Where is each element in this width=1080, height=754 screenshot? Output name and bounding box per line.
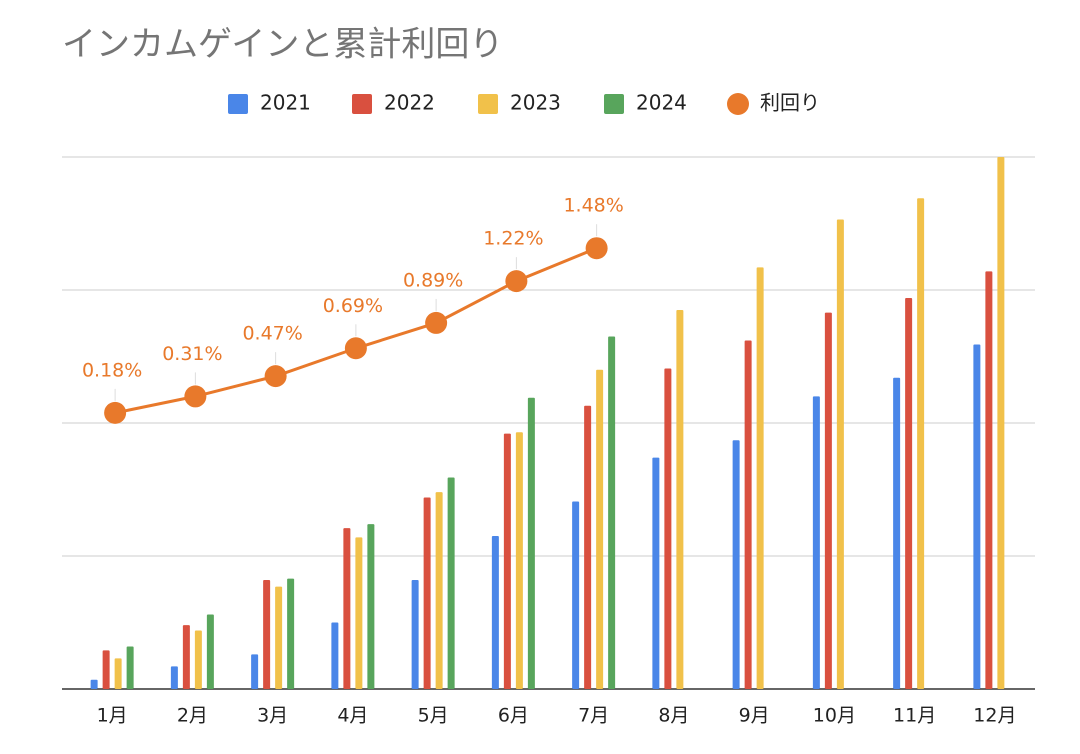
data-label: 0.18% bbox=[82, 359, 142, 381]
data-label: 0.89% bbox=[403, 269, 463, 291]
line-point bbox=[505, 270, 528, 293]
bar bbox=[447, 477, 455, 689]
line-point bbox=[104, 401, 127, 424]
bar bbox=[893, 377, 901, 689]
bar bbox=[572, 501, 580, 689]
bar bbox=[732, 440, 740, 689]
legend-marker bbox=[478, 94, 498, 114]
data-label: 0.47% bbox=[242, 323, 302, 345]
bar bbox=[652, 457, 660, 689]
x-tick-label: 6月 bbox=[498, 705, 529, 727]
chart-title: インカムゲインと累計利回り bbox=[62, 25, 503, 65]
legend-marker bbox=[727, 93, 749, 115]
legend-marker bbox=[604, 94, 624, 114]
bar bbox=[756, 267, 764, 689]
bar bbox=[664, 368, 672, 689]
x-tick-label: 2月 bbox=[177, 705, 208, 727]
x-tick-label: 9月 bbox=[739, 705, 770, 727]
bar bbox=[102, 650, 110, 689]
bar bbox=[905, 297, 913, 689]
bar bbox=[491, 536, 499, 689]
legend-marker bbox=[228, 94, 248, 114]
bar bbox=[608, 336, 616, 689]
bar bbox=[812, 396, 820, 689]
bar bbox=[997, 157, 1005, 689]
data-label: 0.31% bbox=[162, 343, 222, 365]
x-tick-label: 3月 bbox=[257, 705, 288, 727]
legend-label: 2021 bbox=[260, 91, 311, 115]
x-tick-label: 8月 bbox=[658, 705, 689, 727]
bar bbox=[515, 432, 523, 689]
line-point bbox=[425, 311, 448, 334]
bar bbox=[676, 309, 684, 689]
bar bbox=[985, 271, 993, 689]
line-point bbox=[264, 365, 287, 388]
legend-label: 2022 bbox=[384, 91, 435, 115]
bar bbox=[114, 658, 122, 689]
bar bbox=[423, 497, 431, 689]
legend-marker bbox=[352, 94, 372, 114]
x-tick-label: 11月 bbox=[893, 705, 936, 727]
x-tick-label: 12月 bbox=[973, 705, 1016, 727]
bar bbox=[367, 524, 375, 689]
bar bbox=[824, 312, 832, 689]
legend-label: 2023 bbox=[510, 91, 561, 115]
bar bbox=[973, 344, 981, 689]
line-point bbox=[184, 385, 207, 408]
x-tick-label: 4月 bbox=[337, 705, 368, 727]
data-label: 0.69% bbox=[323, 295, 383, 317]
line-point bbox=[585, 237, 608, 260]
bar bbox=[596, 369, 604, 689]
bar bbox=[527, 397, 535, 689]
bar bbox=[584, 405, 592, 689]
bar bbox=[251, 654, 259, 689]
legend-label: 利回り bbox=[760, 91, 820, 115]
legend-label: 2024 bbox=[636, 91, 687, 115]
x-tick-label: 7月 bbox=[578, 705, 609, 727]
bar bbox=[287, 578, 295, 689]
bar bbox=[126, 646, 134, 689]
bar bbox=[194, 630, 202, 689]
bar bbox=[275, 586, 283, 689]
data-label: 1.48% bbox=[563, 195, 623, 217]
bar bbox=[355, 537, 363, 689]
x-tick-label: 10月 bbox=[813, 705, 856, 727]
bar bbox=[182, 625, 190, 689]
bar bbox=[917, 198, 925, 690]
bar bbox=[263, 579, 271, 689]
bar bbox=[744, 340, 752, 689]
x-tick-label: 5月 bbox=[418, 705, 449, 727]
line-point bbox=[344, 337, 367, 360]
bar bbox=[90, 679, 98, 689]
bar bbox=[411, 579, 419, 689]
x-tick-label: 1月 bbox=[97, 705, 128, 727]
data-label: 1.22% bbox=[483, 228, 543, 250]
bar bbox=[836, 219, 844, 689]
bar bbox=[503, 433, 511, 689]
bar bbox=[435, 492, 443, 689]
bar bbox=[331, 622, 339, 689]
bar bbox=[206, 614, 214, 689]
bar bbox=[170, 666, 178, 689]
bar bbox=[343, 528, 351, 689]
